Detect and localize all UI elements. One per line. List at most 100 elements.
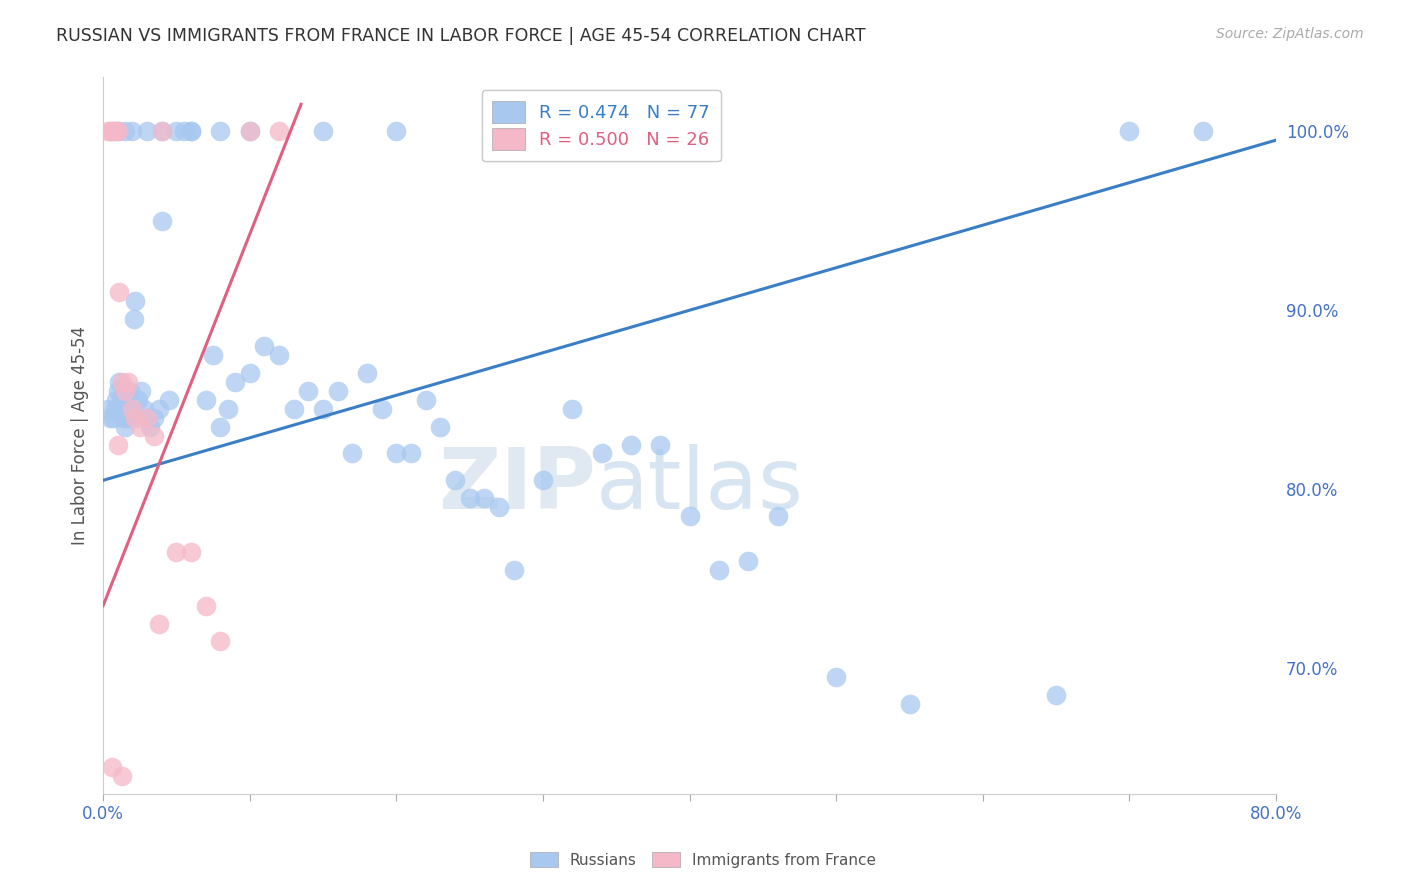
Point xyxy=(312,401,335,416)
Point xyxy=(202,348,225,362)
Point xyxy=(429,419,451,434)
Point xyxy=(114,384,136,398)
Point xyxy=(415,392,437,407)
Y-axis label: In Labor Force | Age 45-54: In Labor Force | Age 45-54 xyxy=(72,326,89,545)
Point xyxy=(356,366,378,380)
Point xyxy=(136,410,159,425)
Point xyxy=(678,509,700,524)
Point xyxy=(118,384,141,398)
Point xyxy=(239,366,262,380)
Point xyxy=(488,500,510,515)
Point xyxy=(115,392,138,407)
Point xyxy=(117,410,139,425)
Point xyxy=(620,437,643,451)
Point xyxy=(1045,688,1067,702)
Point xyxy=(561,401,583,416)
Point xyxy=(122,312,145,326)
Point xyxy=(239,124,262,138)
Point xyxy=(650,437,672,451)
Point xyxy=(458,491,481,506)
Point xyxy=(100,410,122,425)
Point xyxy=(737,554,759,568)
Point xyxy=(100,124,122,138)
Point xyxy=(209,419,232,434)
Point xyxy=(326,384,349,398)
Point xyxy=(112,410,135,425)
Point xyxy=(103,124,125,138)
Text: Source: ZipAtlas.com: Source: ZipAtlas.com xyxy=(1216,27,1364,41)
Point xyxy=(114,124,136,138)
Point xyxy=(129,384,152,398)
Point xyxy=(209,634,232,648)
Point xyxy=(898,697,921,711)
Point xyxy=(134,401,156,416)
Point xyxy=(101,760,124,774)
Point xyxy=(239,124,262,138)
Point xyxy=(591,446,613,460)
Point xyxy=(180,124,202,138)
Point xyxy=(121,124,143,138)
Point xyxy=(267,348,290,362)
Point xyxy=(312,124,335,138)
Point xyxy=(283,401,305,416)
Point xyxy=(342,446,364,460)
Point xyxy=(165,124,187,138)
Point xyxy=(502,563,524,577)
Point xyxy=(150,124,173,138)
Point xyxy=(105,392,128,407)
Point xyxy=(194,392,217,407)
Point xyxy=(121,401,143,416)
Point xyxy=(127,392,149,407)
Point xyxy=(267,124,290,138)
Point xyxy=(194,599,217,613)
Point xyxy=(1191,124,1213,138)
Point xyxy=(96,124,118,138)
Point xyxy=(385,124,408,138)
Point xyxy=(209,124,232,138)
Point xyxy=(1118,124,1140,138)
Text: RUSSIAN VS IMMIGRANTS FROM FRANCE IN LABOR FORCE | AGE 45-54 CORRELATION CHART: RUSSIAN VS IMMIGRANTS FROM FRANCE IN LAB… xyxy=(56,27,866,45)
Point xyxy=(136,410,159,425)
Point xyxy=(107,124,129,138)
Legend: Russians, Immigrants from France: Russians, Immigrants from France xyxy=(523,844,883,875)
Point xyxy=(107,384,129,398)
Text: atlas: atlas xyxy=(596,444,804,527)
Point xyxy=(297,384,319,398)
Point xyxy=(531,473,554,487)
Point xyxy=(117,375,139,389)
Text: ZIP: ZIP xyxy=(439,444,596,527)
Point xyxy=(110,392,132,407)
Point xyxy=(107,124,129,138)
Point xyxy=(399,446,422,460)
Point xyxy=(114,419,136,434)
Point xyxy=(128,419,150,434)
Point xyxy=(108,375,131,389)
Point xyxy=(143,428,166,442)
Point xyxy=(444,473,467,487)
Point xyxy=(173,124,195,138)
Point xyxy=(111,401,134,416)
Point xyxy=(180,124,202,138)
Point xyxy=(104,401,127,416)
Point xyxy=(136,124,159,138)
Point xyxy=(217,401,239,416)
Point xyxy=(107,437,129,451)
Point xyxy=(111,769,134,783)
Point xyxy=(124,410,146,425)
Point xyxy=(253,339,276,353)
Point xyxy=(139,419,162,434)
Point xyxy=(224,375,246,389)
Point xyxy=(143,410,166,425)
Point xyxy=(103,410,125,425)
Point xyxy=(148,616,170,631)
Point xyxy=(370,401,392,416)
Point xyxy=(105,124,128,138)
Point xyxy=(825,670,848,684)
Point xyxy=(165,545,187,559)
Point xyxy=(96,401,118,416)
Point xyxy=(101,124,124,138)
Point xyxy=(150,124,173,138)
Point xyxy=(766,509,789,524)
Point xyxy=(385,446,408,460)
Point xyxy=(148,401,170,416)
